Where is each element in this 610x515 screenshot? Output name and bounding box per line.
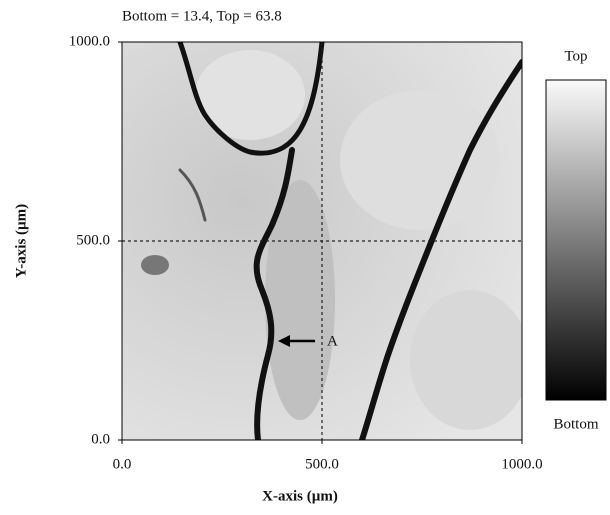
y-tick-label: 1000.0 [69, 33, 110, 49]
colorbar-bottom-label: Bottom [553, 416, 598, 432]
annotation-arrowhead [278, 335, 290, 347]
x-tick-label: 1000.0 [501, 456, 542, 472]
y-axis-label: Y-axis (µm) [13, 204, 29, 278]
x-tick-label: 500.0 [305, 456, 339, 472]
y-tick-label: 500.0 [76, 232, 110, 248]
x-axis-label: X-axis (µm) [262, 488, 338, 504]
colorbar [545, 79, 607, 401]
y-tick-label: 0.0 [91, 431, 110, 447]
chart-title: Bottom = 13.4, Top = 63.8 [122, 8, 282, 24]
colorbar-top-label: Top [564, 48, 587, 64]
annotation-label: A [327, 333, 338, 349]
heatmap-image [122, 42, 522, 440]
x-tick-label: 0.0 [113, 456, 132, 472]
